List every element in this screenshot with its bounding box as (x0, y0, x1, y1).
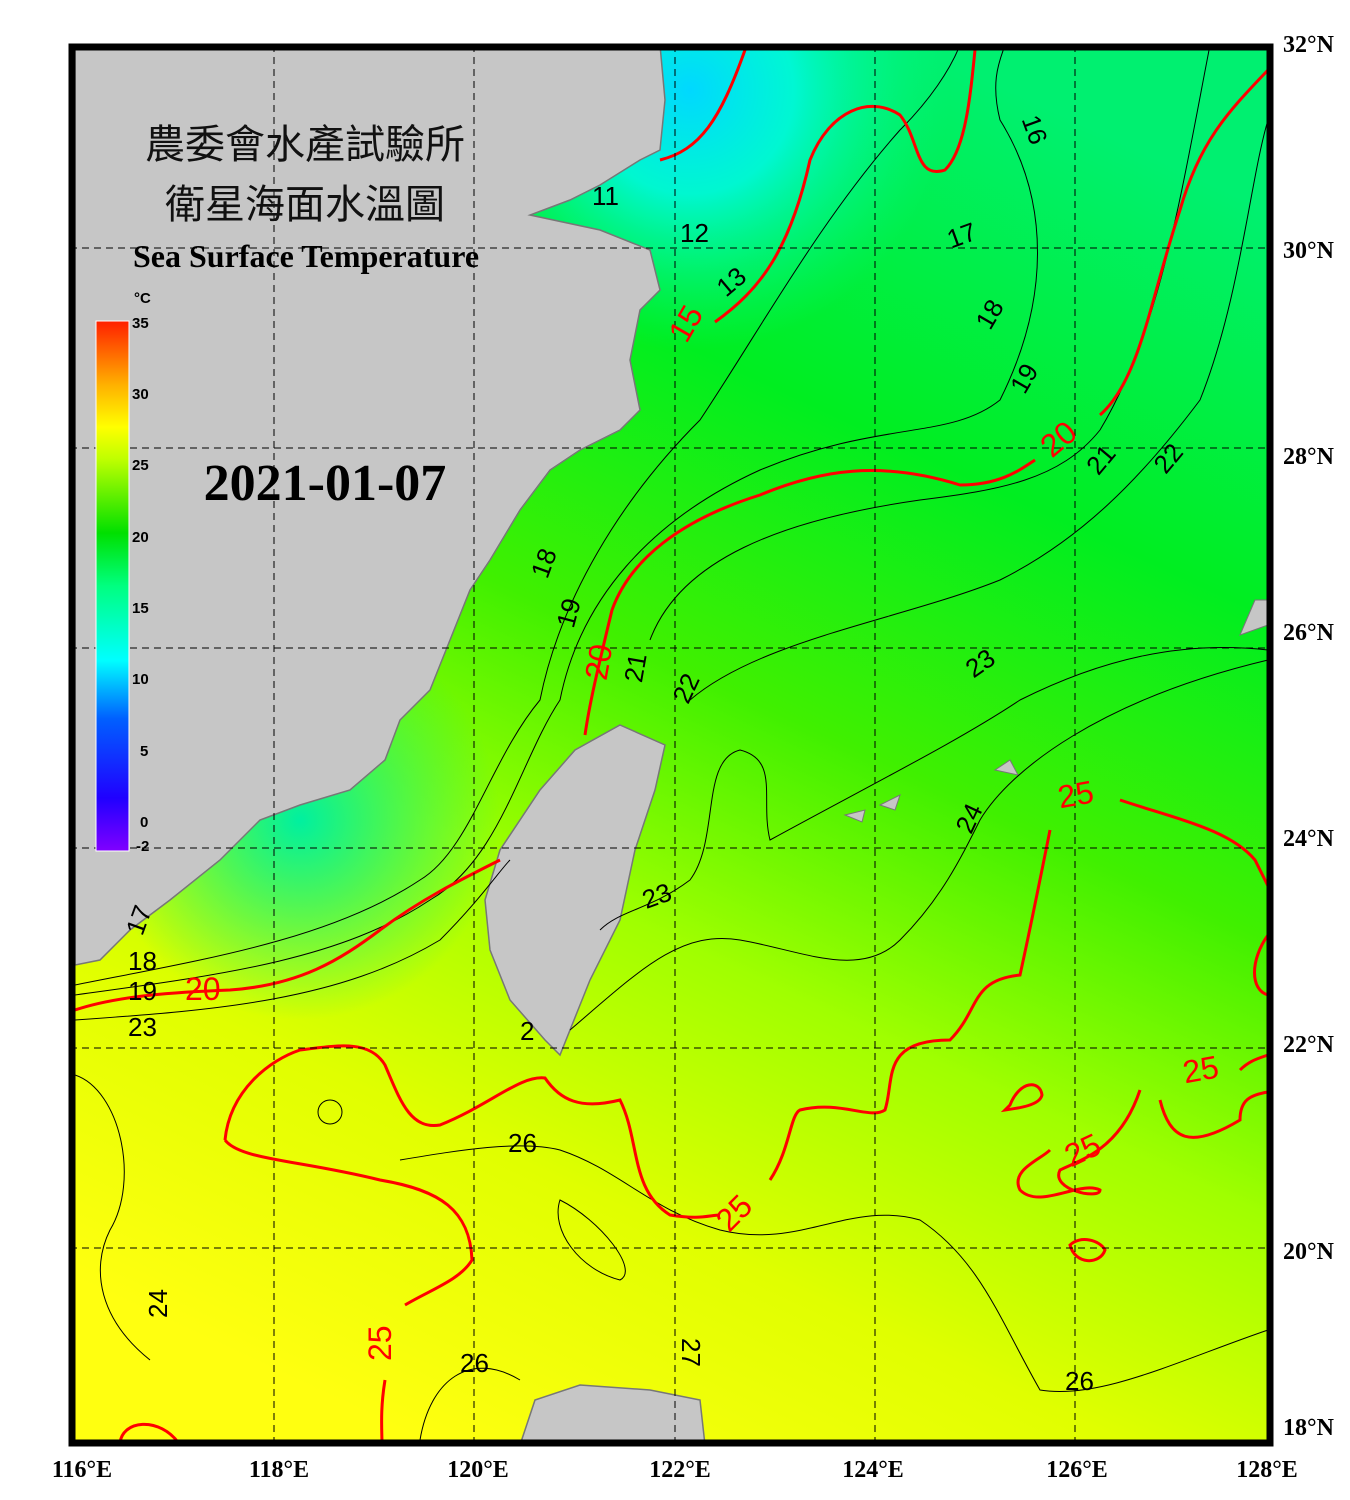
isotherms-major (75, 49, 1270, 1442)
lon-label: 122°E (649, 1457, 711, 1483)
colorbar: °C 35 30 25 20 15 10 5 0 -2 (95, 290, 151, 855)
contour-label: 20 (185, 971, 221, 1007)
contour-label: 23 (128, 1012, 157, 1042)
colorbar-tick: 20 (132, 529, 149, 546)
contour-label: 21 (618, 651, 653, 685)
lon-label: 116°E (52, 1457, 112, 1483)
lat-label: 24°N (1283, 826, 1335, 852)
colorbar-unit: °C (134, 290, 151, 307)
colorbar-tick: 25 (132, 457, 149, 474)
lon-label: 118°E (249, 1457, 309, 1483)
date-label: 2021-01-07 (204, 455, 447, 512)
colorbar-tick: 15 (132, 600, 149, 617)
lat-label: 22°N (1283, 1032, 1335, 1058)
colorbar-ramp (95, 320, 130, 852)
lat-label: 30°N (1283, 238, 1335, 264)
contour-label: 26 (508, 1128, 537, 1158)
contour-label: 26 (1065, 1366, 1094, 1396)
title-zh-line1: 農委會水產試驗所 (145, 122, 465, 168)
colorbar-tick: 10 (132, 671, 149, 688)
graticule (75, 48, 1270, 1442)
lat-label: 18°N (1283, 1415, 1335, 1441)
lon-label: 120°E (447, 1457, 509, 1483)
contour-label: 27 (676, 1338, 706, 1367)
lon-label: 128°E (1236, 1457, 1298, 1483)
colorbar-tick: 5 (140, 743, 148, 760)
contour-label: 11 (592, 181, 619, 211)
colorbar-tick: 35 (132, 315, 149, 332)
lon-label: 126°E (1046, 1457, 1108, 1483)
land-luzon (520, 1384, 706, 1442)
contour-label: 25 (362, 1325, 398, 1361)
contour-label: 2 (520, 1016, 534, 1046)
contour-label: 18 (128, 946, 157, 976)
contour-label: 20 (578, 641, 620, 682)
map-frame (68, 43, 1274, 1447)
lon-label: 124°E (842, 1457, 904, 1483)
colorbar-tick: 30 (132, 386, 149, 403)
title-zh-line2: 衛星海面水溫圖 (165, 182, 445, 228)
contour-label: 19 (128, 976, 157, 1006)
contour-label: 25 (1055, 774, 1096, 816)
colorbar-tick: -2 (136, 838, 149, 855)
longitude-labels: 116°E 118°E 120°E 122°E 124°E 126°E 128°… (52, 1457, 1298, 1483)
contour-label: 12 (680, 218, 709, 248)
colorbar-tick: 0 (140, 814, 148, 831)
contour-label: 25 (1180, 1049, 1221, 1091)
latitude-labels: 32°N 30°N 28°N 26°N 24°N 22°N 20°N 18°N (1283, 32, 1335, 1441)
lat-label: 32°N (1283, 32, 1335, 58)
lat-label: 20°N (1283, 1239, 1335, 1265)
land-china (75, 48, 666, 966)
lat-label: 28°N (1283, 444, 1335, 470)
contour-label: 24 (143, 1289, 173, 1318)
isotherms-minor (75, 48, 1269, 1441)
title-en: Sea Surface Temperature (133, 238, 479, 274)
lat-label: 26°N (1283, 620, 1335, 646)
land-taiwan (484, 724, 666, 1057)
contour-label: 26 (460, 1348, 489, 1378)
